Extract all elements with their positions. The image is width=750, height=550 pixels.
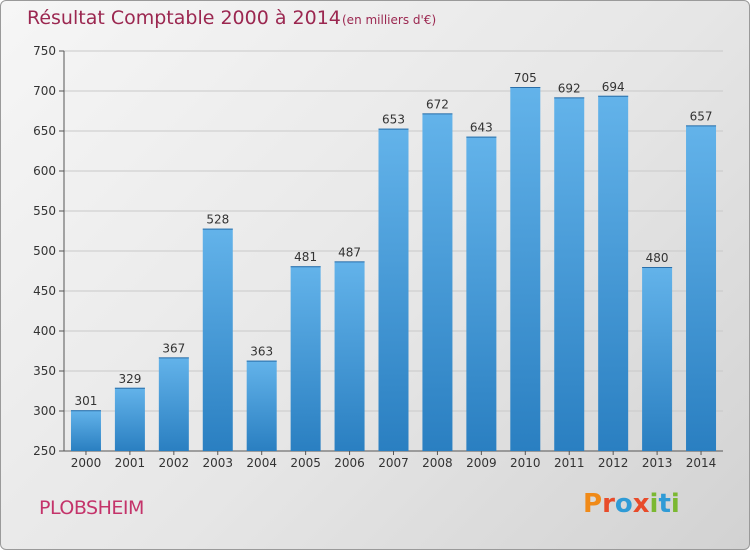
logo-letter: i [649,489,659,519]
data-label: 329 [118,372,141,386]
data-label: 528 [206,213,229,227]
data-label: 487 [338,245,361,259]
logo-letter: x [632,489,650,519]
bar [158,357,189,451]
x-tick-label: 2012 [598,456,629,470]
x-tick-label: 2001 [115,456,146,470]
y-tick-label: 500 [33,244,56,258]
data-label: 480 [646,251,669,265]
logo-letter: i [670,489,680,519]
data-label: 705 [514,71,537,85]
bar [598,95,629,452]
y-tick-label: 450 [33,284,56,298]
data-label: 363 [250,345,273,359]
x-tick-label: 2009 [466,456,497,470]
bar [466,136,497,451]
x-tick-label: 2003 [202,456,233,470]
proxiti-logo: Proxiti [583,489,680,519]
data-label: 653 [382,113,405,127]
x-tick-label: 2014 [686,456,717,470]
bar [422,113,453,452]
data-label: 481 [294,250,317,264]
bar [642,267,673,451]
data-label: 367 [162,341,185,355]
x-tick-label: 2011 [554,456,585,470]
y-tick-label: 750 [33,44,56,58]
data-label: 657 [690,109,713,123]
y-tick-label: 300 [33,404,56,418]
data-label: 643 [470,121,493,135]
place-name: PLOBSHEIM [39,497,144,519]
bar [554,97,585,452]
logo-letter: P [583,489,603,519]
logo-letter: o [614,489,633,519]
y-tick-label: 350 [33,364,56,378]
y-tick-label: 600 [33,164,56,178]
y-tick-label: 650 [33,124,56,138]
y-tick-label: 550 [33,204,56,218]
data-label: 694 [602,80,625,94]
x-tick-label: 2008 [422,456,453,470]
data-labels: 301 329 367 528 363 481 487 653 672 643 705 692 694 4… [75,71,713,408]
bar [686,125,717,452]
bar [290,266,321,451]
bar [246,360,277,451]
bar [70,410,101,451]
x-tick-label: 2004 [246,456,277,470]
chart-title: Résultat Comptable 2000 à 2014 [27,7,341,29]
x-tick-label: 2000 [71,456,102,470]
x-tick-label: 2006 [334,456,365,470]
logo-letter: t [658,489,671,519]
y-tick-label: 700 [33,84,56,98]
y-tick-label: 250 [33,444,56,458]
bar [114,387,145,451]
bar [378,128,409,451]
x-tick-label: 2005 [290,456,321,470]
logo-letter: r [602,489,615,519]
data-label: 672 [426,97,449,111]
chart-unit: (en milliers d'€) [342,13,437,27]
y-tick-label: 400 [33,324,56,338]
data-label: 692 [558,81,581,95]
tick-labels: 250 300 350 400 450 500 550 600 650 700 750 2000 200… [33,44,716,470]
bars [70,87,717,452]
bar [202,228,233,451]
data-label: 301 [75,394,98,408]
bar [510,87,541,451]
bar [334,261,365,451]
x-tick-label: 2013 [642,456,673,470]
x-tick-label: 2002 [159,456,190,470]
x-tick-label: 2007 [378,456,409,470]
x-tick-label: 2010 [510,456,541,470]
